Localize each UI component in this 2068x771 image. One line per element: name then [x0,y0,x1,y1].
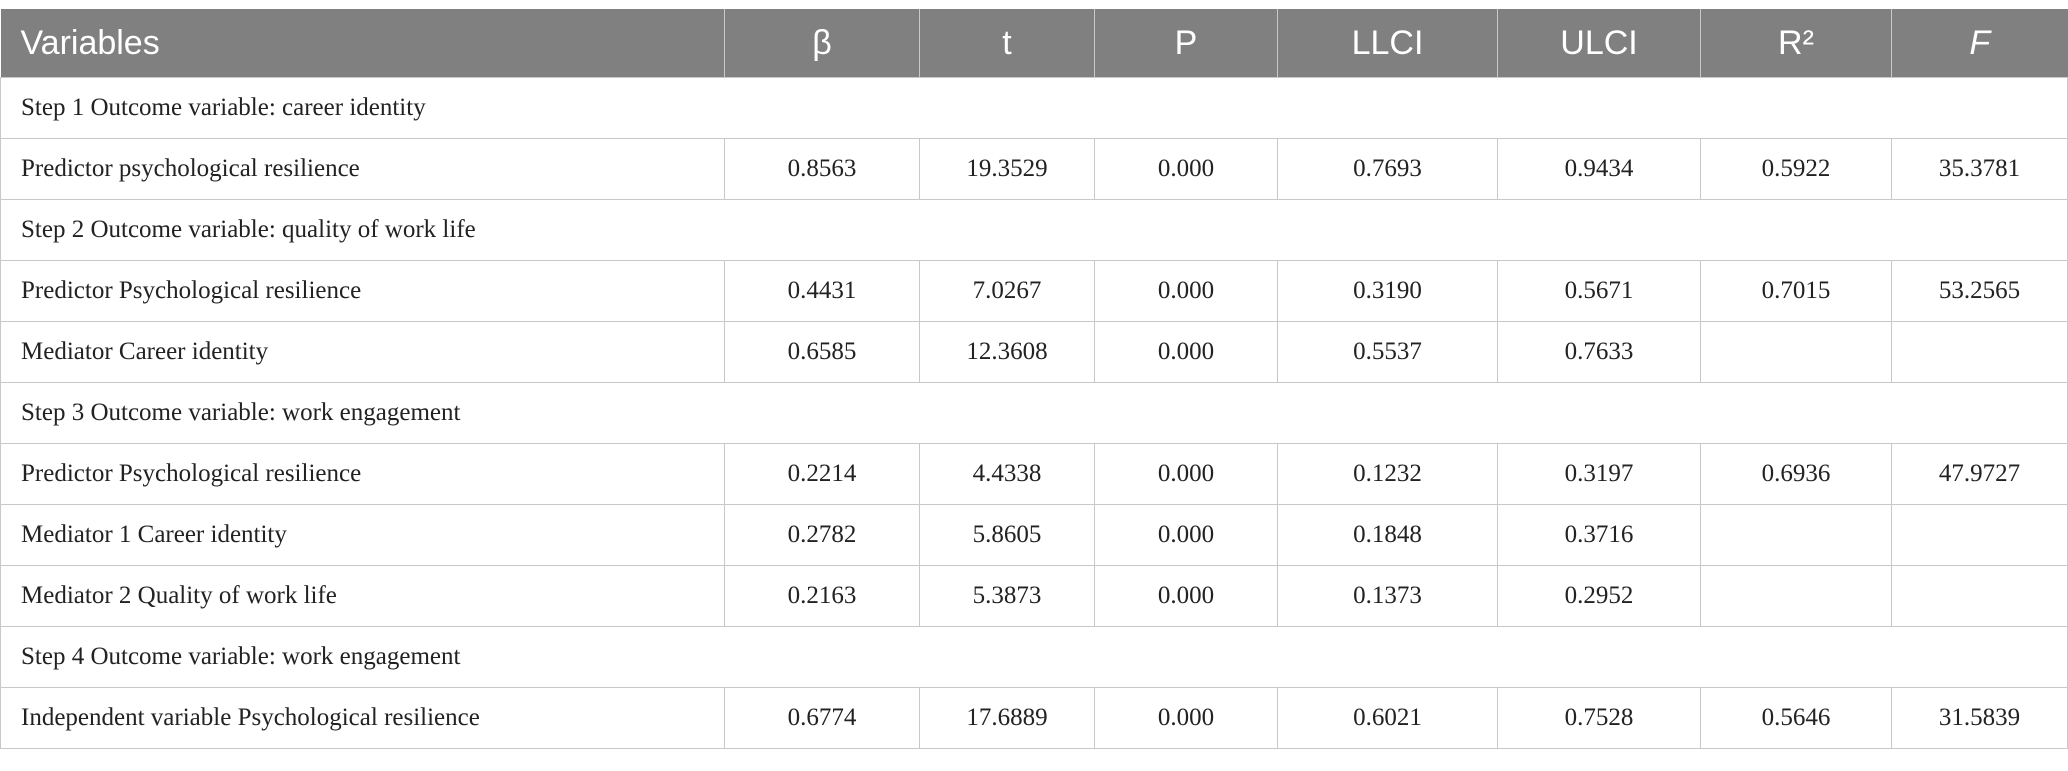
data-row: Mediator 2 Quality of work life 0.2163 5.3… [0,565,2068,627]
section-label: Step 4 Outcome variable: work engagement [0,626,2068,688]
value-cell: 0.5537 [1277,321,1498,383]
empty-cell [1700,504,1892,566]
value-cell: 0.6774 [724,687,920,749]
section-row: Step 2 Outcome variable: quality of work… [0,199,2068,261]
value-cell: 0.8563 [724,138,920,200]
value-cell: 0.000 [1094,138,1278,200]
value-cell: 17.6889 [919,687,1095,749]
value-cell: 0.4431 [724,260,920,322]
value-cell: 0.5671 [1497,260,1701,322]
empty-cell [1891,565,2068,627]
value-cell: 0.3716 [1497,504,1701,566]
column-header: R² [1700,9,1892,78]
data-row: Mediator Career identity 0.6585 12.3608 0.0… [0,321,2068,383]
value-cell: 0.1232 [1277,443,1498,505]
value-cell: 0.7528 [1497,687,1701,749]
value-cell: 0.000 [1094,443,1278,505]
data-row: Predictor psychological resilience 0.8563… [0,138,2068,200]
column-header: t [919,9,1095,78]
column-header: β [724,9,920,78]
value-cell: 0.2214 [724,443,920,505]
empty-cell [1700,321,1892,383]
row-label: Mediator 2 Quality of work life [0,565,725,627]
results-table: Variables β t P LLCI ULCI R² F Step 1 Outcome v… [0,9,2068,749]
value-cell: 0.7633 [1497,321,1701,383]
table-wrap: Variables β t P LLCI ULCI R² F Step 1 Outcome v… [0,9,2068,749]
section-label: Step 1 Outcome variable: career identity [0,77,2068,139]
data-row: Predictor Psychological resilience 0.4431… [0,260,2068,322]
row-label: Independent variable Psychological resil… [0,687,725,749]
value-cell: 0.000 [1094,321,1278,383]
value-cell: 0.5646 [1700,687,1892,749]
value-cell: 0.000 [1094,565,1278,627]
value-cell: 0.6585 [724,321,920,383]
data-row: Mediator 1 Career identity 0.2782 5.8605 0.… [0,504,2068,566]
value-cell: 0.3197 [1497,443,1701,505]
value-cell: 0.2782 [724,504,920,566]
row-label: Predictor Psychological resilience [0,443,725,505]
section-label: Step 2 Outcome variable: quality of work… [0,199,2068,261]
value-cell: 53.2565 [1891,260,2068,322]
empty-cell [1891,321,2068,383]
header-row: Variables β t P LLCI ULCI R² F [0,9,2068,78]
empty-cell [1891,504,2068,566]
column-header: LLCI [1277,9,1498,78]
column-header: P [1094,9,1278,78]
column-header: F [1891,9,2068,78]
value-cell: 35.3781 [1891,138,2068,200]
value-cell: 47.9727 [1891,443,2068,505]
value-cell: 0.6936 [1700,443,1892,505]
value-cell: 0.9434 [1497,138,1701,200]
row-label: Mediator Career identity [0,321,725,383]
section-row: Step 3 Outcome variable: work engagement [0,382,2068,444]
value-cell: 7.0267 [919,260,1095,322]
value-cell: 0.000 [1094,504,1278,566]
data-row: Predictor Psychological resilience 0.2214… [0,443,2068,505]
value-cell: 0.7693 [1277,138,1498,200]
section-row: Step 4 Outcome variable: work engagement [0,626,2068,688]
value-cell: 0.2163 [724,565,920,627]
column-header: ULCI [1497,9,1701,78]
value-cell: 0.2952 [1497,565,1701,627]
value-cell: 5.3873 [919,565,1095,627]
section-label: Step 3 Outcome variable: work engagement [0,382,2068,444]
value-cell: 0.5922 [1700,138,1892,200]
value-cell: 0.6021 [1277,687,1498,749]
row-label: Predictor Psychological resilience [0,260,725,322]
value-cell: 0.1848 [1277,504,1498,566]
section-row: Step 1 Outcome variable: career identity [0,77,2068,139]
data-row: Independent variable Psychological resil… [0,687,2068,749]
empty-cell [1700,565,1892,627]
value-cell: 12.3608 [919,321,1095,383]
value-cell: 19.3529 [919,138,1095,200]
value-cell: 0.7015 [1700,260,1892,322]
value-cell: 31.5839 [1891,687,2068,749]
column-header: Variables [0,9,725,78]
value-cell: 0.000 [1094,260,1278,322]
value-cell: 5.8605 [919,504,1095,566]
row-label: Mediator 1 Career identity [0,504,725,566]
value-cell: 0.3190 [1277,260,1498,322]
value-cell: 0.1373 [1277,565,1498,627]
value-cell: 4.4338 [919,443,1095,505]
table-body: Step 1 Outcome variable: career identity… [0,77,2068,749]
value-cell: 0.000 [1094,687,1278,749]
row-label: Predictor psychological resilience [0,138,725,200]
